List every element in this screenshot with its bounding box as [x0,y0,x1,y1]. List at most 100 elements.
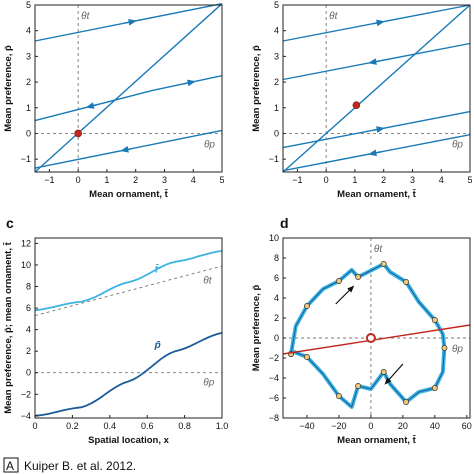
x-tick-label: 20 [398,421,408,431]
x-tick-label: 0.2 [66,421,79,431]
cycle-point [403,399,410,405]
plot-frame [282,4,471,173]
series-p-label: p̄ [154,340,161,351]
cycle-point [355,274,362,280]
citation-mark: A [6,459,14,473]
x-tick-label: 2 [133,175,138,185]
x-tick-label: 0 [324,175,329,185]
x-tick-label: 5 [219,175,224,185]
x-tick-label: 40 [430,421,440,431]
x-axis-label: Mean ornament, t̄ [89,189,168,200]
cycle-point [431,317,438,323]
panel-label: c [6,215,14,231]
trajectory-arrow [120,146,133,153]
theta-t-line [34,265,223,317]
citation-text: Kuiper B. et al. 2012. [24,459,136,473]
cycle-point [304,354,310,360]
theta-t-label: θt [329,11,338,22]
plot-frame [34,4,223,173]
y-tick-label: 10 [21,260,31,270]
y-axis-label: Mean preference, p̄; mean ornament, t̄ [3,241,14,413]
citation-mark-box [3,457,19,473]
cycle-point [335,278,342,284]
citation: A Kuiper B. et al. 2012. [3,457,136,473]
x-tick-label: 3 [162,175,167,185]
y-tick-label: 4 [26,325,31,335]
trajectory-arrow [368,149,381,157]
y-tick-label: 0 [26,128,31,138]
y-tick-label: 8 [26,282,31,292]
x-tick-label: 1 [352,175,357,185]
x-tick-label: −1 [292,175,302,185]
y-tick-label: −1 [21,154,31,164]
trajectory-arrow [183,79,196,87]
unstable-equilibrium [365,333,376,343]
panel-a: θt θp −1 0 1 2 3 4 5 −1 0 1 2 3 4 5 Mean ornament, t̄ Mea… [3,0,225,200]
x-tick-label: 0.4 [104,421,117,431]
cycle-point [335,393,342,399]
x-axis-label: Spatial location, x [88,435,169,446]
y-tick-label: 3 [26,51,31,61]
direction-arrow [335,285,355,305]
y-tick-label: −4 [269,373,279,383]
y-tick-label: 4 [274,293,279,303]
x-tick-label: 4 [191,175,196,185]
x-tick-label: 4 [439,175,444,185]
y-axis-label: Mean preference, p̄ [251,45,262,132]
theta-t-label: θt [374,244,383,255]
y-tick-label: 6 [274,273,279,283]
y-tick-label: 8 [274,253,279,263]
y-tick-label: 5 [26,0,31,10]
x-tick-label: 0.8 [178,421,191,431]
y-tick-label: 10 [269,233,279,243]
plot-frame [34,237,223,419]
panel-label: d [280,215,289,231]
y-tick-label: −2 [269,353,279,363]
y-tick-label: 1 [274,103,279,113]
y-axis-label: Mean preference, p̄ [3,45,14,132]
y-tick-label: −8 [269,413,279,423]
plot-frame [282,237,471,419]
cycle-point [380,369,387,375]
x-tick-label: −20 [331,421,346,431]
y-tick-label: 6 [26,303,31,313]
x-axis-label: Mean ornament, t̄ [337,189,416,200]
y-tick-label: 2 [26,77,31,87]
cycle-point [355,383,362,389]
x-tick-label: 1.0 [216,421,229,431]
x-tick-label: 2 [381,175,386,185]
trajectory-arrow [124,19,137,26]
theta-p-label: θp [203,378,214,389]
x-tick-label: 3 [410,175,415,185]
y-tick-label: −6 [269,393,279,403]
x-tick-label: −1 [44,175,54,185]
y-tick-label: 12 [21,238,31,248]
x-tick-label: 60 [462,421,472,431]
x-tick-label: 0 [368,421,373,431]
theta-p-label: θp [452,139,463,150]
x-tick-label: −40 [299,421,314,431]
x-tick-label: 0 [32,421,37,431]
equilibrium-line [282,324,471,355]
y-tick-label: 2 [26,346,31,356]
y-tick-label: 3 [274,51,279,61]
theta-p-label: θp [204,139,215,150]
y-tick-label: 2 [274,77,279,87]
panel-b: θt θp −1 0 1 2 3 4 5 −1 0 1 2 3 4 5 Mean ornament, t̄ Mea… [251,0,473,200]
x-tick-label: 0 [76,175,81,185]
y-tick-label: −2 [21,389,31,399]
x-tick-label: 0.6 [141,421,154,431]
trajectory-arrow [368,58,381,65]
trajectory-arrow [372,19,385,27]
trajectory-arrow [85,102,99,109]
y-tick-label: −4 [21,411,31,421]
series-t-label: t̄ [155,264,160,276]
y-tick-label: 4 [26,26,31,36]
trajectory-line [282,4,471,173]
trajectory-line [34,3,223,173]
y-tick-label: 2 [274,313,279,323]
cycle-point [431,385,438,391]
cycle-point [304,303,310,309]
series-t-line [34,250,223,312]
y-tick-label: 4 [274,26,279,36]
